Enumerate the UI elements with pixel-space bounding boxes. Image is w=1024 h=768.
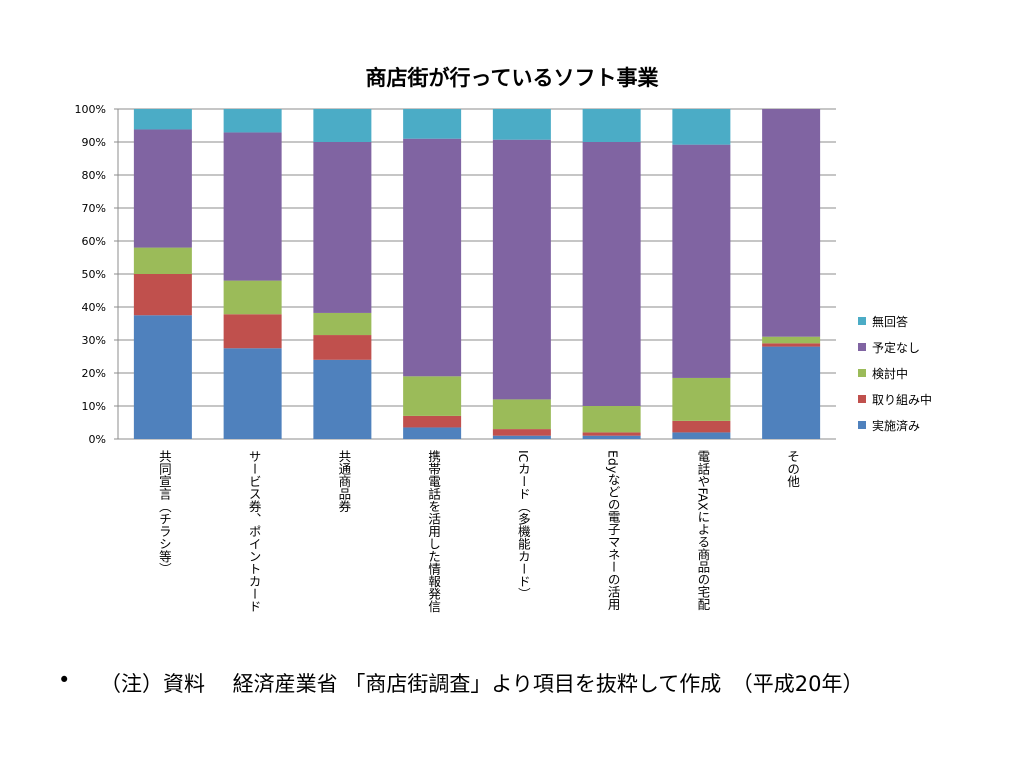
legend-swatch: [858, 395, 866, 403]
bar-segment: [672, 144, 731, 378]
bar-segment: [133, 129, 192, 248]
x-tick-label: 共通商品券: [336, 450, 352, 513]
legend-item: 無回答: [858, 308, 932, 334]
bar-segment: [223, 132, 282, 281]
legend-label: 無回答: [872, 314, 909, 329]
x-tick-label: Edyなどの電子マネーの活用: [605, 450, 621, 611]
bar-segment: [223, 348, 282, 439]
bar-segment: [582, 406, 641, 433]
legend-label: 予定なし: [872, 340, 921, 355]
x-tick-label: その他: [785, 450, 801, 488]
x-tick-label: サービス券、ポイントカード: [246, 450, 262, 613]
legend-item: 予定なし: [858, 334, 932, 360]
y-tick-label: 20%: [82, 367, 106, 380]
bar-segment: [403, 415, 462, 428]
y-tick-label: 0%: [89, 433, 106, 446]
x-tick-label: 電話やFAXによる商品の宅配: [695, 450, 711, 611]
bar-segment: [133, 315, 192, 439]
y-tick-label: 10%: [82, 400, 106, 413]
bar-segment: [762, 346, 821, 439]
y-tick-label: 50%: [82, 268, 106, 281]
chart-title: 商店街が行っているソフト事業: [365, 66, 659, 90]
bar-segment: [133, 274, 192, 316]
bar-segment: [492, 399, 551, 430]
legend-swatch: [858, 369, 866, 377]
bar-segment: [133, 109, 192, 130]
bar-segment: [313, 312, 372, 336]
footnote-text: （注）資料 経済産業省 「商店街調査」より項目を抜粋して作成 （平成20年）: [100, 672, 864, 696]
legend-swatch: [858, 343, 866, 351]
bar-segment: [492, 139, 551, 400]
bar-segment: [403, 427, 462, 439]
legend-label: 取り組み中: [872, 392, 933, 407]
x-tick-label: 携帯電話を活用した情報発信: [426, 450, 442, 613]
bar-segment: [582, 142, 641, 406]
bar-segment: [223, 314, 282, 349]
x-tick-label: 共同宣言（チラシ等）: [156, 450, 172, 575]
y-tick-label: 60%: [82, 235, 106, 248]
bar-segment: [762, 336, 821, 344]
y-tick-label: 40%: [82, 301, 106, 314]
bar-segment: [313, 142, 372, 313]
bar-segment: [133, 247, 192, 274]
bar-segment: [672, 377, 731, 421]
chart-legend: 無回答予定なし検討中取り組み中実施済み: [858, 308, 932, 438]
y-tick-label: 80%: [82, 169, 106, 182]
bar-segment: [403, 376, 462, 416]
bar-segment: [403, 109, 462, 139]
legend-label: 検討中: [872, 366, 909, 381]
bar-segment: [762, 343, 821, 347]
legend-swatch: [858, 317, 866, 325]
bar-segment: [223, 109, 282, 133]
bar-segment: [492, 109, 551, 140]
bar-segment: [672, 420, 731, 433]
bar-segment: [313, 359, 372, 439]
bar-segment: [762, 109, 821, 337]
legend-item: 検討中: [858, 360, 932, 386]
bar-segment: [582, 432, 641, 436]
legend-label: 実施済み: [872, 418, 921, 433]
y-tick-label: 100%: [75, 103, 106, 116]
x-tick-label: ICカード（多機能カード）: [515, 450, 531, 600]
y-tick-label: 90%: [82, 136, 106, 149]
legend-item: 取り組み中: [858, 386, 932, 412]
legend-item: 実施済み: [858, 412, 932, 438]
bar-segment: [672, 109, 731, 145]
bar-segment: [582, 435, 641, 439]
bar-segment: [672, 432, 731, 439]
bar-segment: [582, 109, 641, 142]
bar-segment: [313, 335, 372, 360]
bar-segment: [223, 280, 282, 315]
footnote-bullet: •: [58, 668, 71, 692]
y-tick-label: 30%: [82, 334, 106, 347]
bar-segment: [313, 109, 372, 142]
legend-swatch: [858, 421, 866, 429]
y-tick-label: 70%: [82, 202, 106, 215]
bar-segment: [403, 138, 462, 377]
bar-segment: [492, 435, 551, 439]
bar-segment: [492, 429, 551, 436]
